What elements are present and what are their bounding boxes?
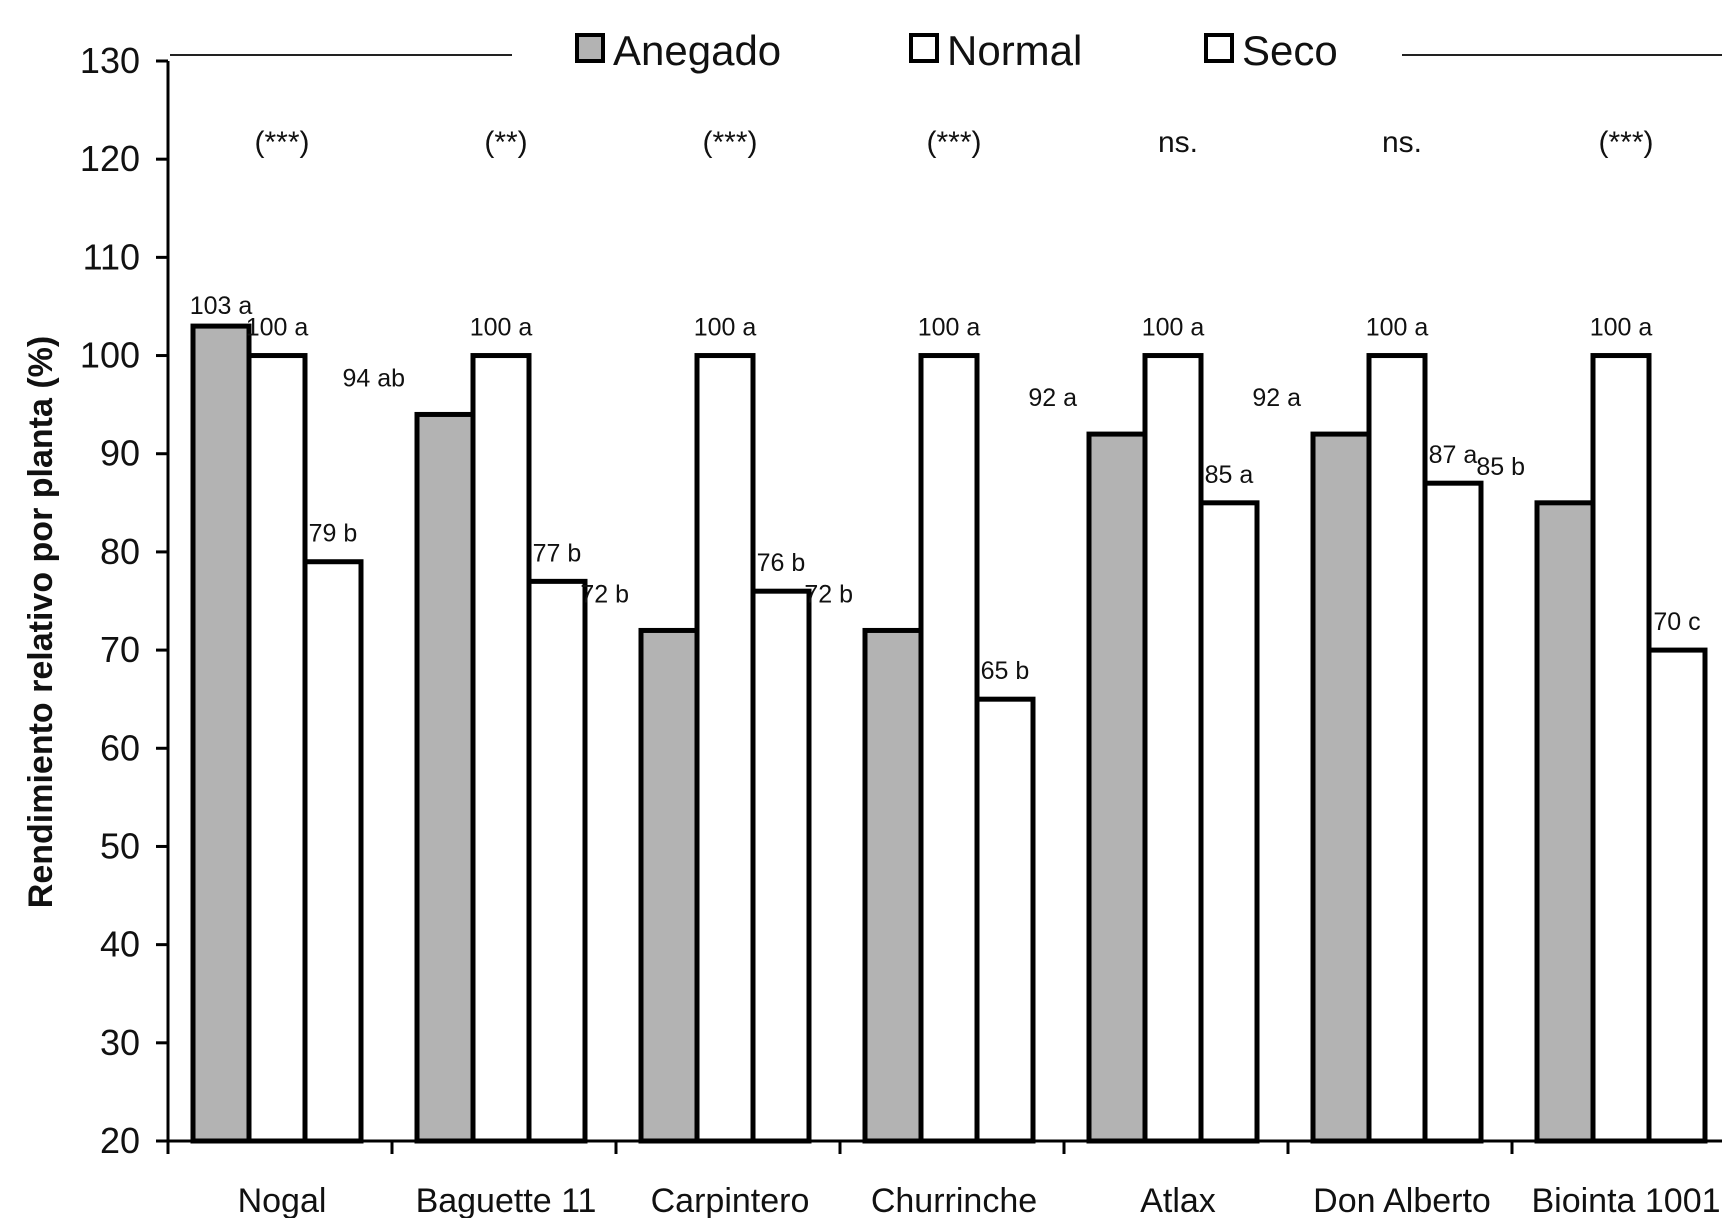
labels: 20 30 40 50 60 70 80 90 100 110 120 130 Nogal Baguett… bbox=[80, 40, 1721, 1218]
axes bbox=[156, 59, 1722, 1154]
bar-normal bbox=[1366, 353, 1428, 1144]
category-label: Biointa 1001 bbox=[1531, 1182, 1720, 1218]
legend-swatch-normal bbox=[909, 33, 939, 63]
category-label: Baguette 11 bbox=[416, 1182, 597, 1218]
bar-anegado bbox=[190, 323, 252, 1144]
category-label: Don Alberto bbox=[1313, 1182, 1491, 1218]
y-tick-label: 70 bbox=[100, 629, 140, 670]
bar-normal bbox=[1142, 353, 1204, 1144]
significance-label: (***) bbox=[702, 126, 757, 159]
data-label-normal: 100 a bbox=[470, 314, 533, 342]
bar-anegado bbox=[862, 627, 924, 1144]
bar-normal bbox=[470, 353, 532, 1144]
bar-seco bbox=[750, 588, 812, 1144]
bar-seco bbox=[1646, 647, 1708, 1144]
bar-anegado bbox=[1086, 431, 1148, 1144]
y-tick-label: 130 bbox=[80, 40, 140, 81]
legend-label-normal: Normal bbox=[947, 27, 1082, 74]
bar-anegado bbox=[1310, 431, 1372, 1144]
y-tick-label: 50 bbox=[100, 825, 140, 866]
data-label-anegado: 103 a bbox=[190, 292, 253, 320]
data-label-normal: 100 a bbox=[918, 314, 981, 342]
data-label-normal: 100 a bbox=[246, 314, 309, 342]
data-label-anegado: 92 a bbox=[1252, 384, 1301, 412]
bar-anegado bbox=[1534, 500, 1596, 1144]
significance-label: (***) bbox=[926, 126, 981, 159]
data-label-seco: 76 b bbox=[757, 549, 806, 577]
y-tick-label: 120 bbox=[80, 138, 140, 179]
y-tick-label: 40 bbox=[100, 924, 140, 965]
significance-label: (***) bbox=[1598, 126, 1653, 159]
y-tick-label: 80 bbox=[100, 531, 140, 572]
significance-label: ns. bbox=[1382, 126, 1422, 159]
y-tick-label: 20 bbox=[100, 1120, 140, 1161]
significance-label: (**) bbox=[484, 126, 527, 159]
data-label-seco: 87 a bbox=[1429, 441, 1478, 469]
bar-anegado bbox=[638, 627, 700, 1144]
data-label-anegado: 72 b bbox=[580, 580, 629, 608]
data-label-normal: 100 a bbox=[1366, 314, 1429, 342]
y-tick-label: 90 bbox=[100, 433, 140, 474]
data-label-seco: 85 a bbox=[1205, 461, 1254, 489]
y-tick-label: 60 bbox=[100, 727, 140, 768]
bar-seco bbox=[302, 559, 364, 1144]
bars bbox=[190, 323, 1708, 1144]
bar-anegado bbox=[414, 411, 476, 1144]
data-label-normal: 100 a bbox=[1142, 314, 1205, 342]
significance-label: (***) bbox=[254, 126, 309, 159]
y-axis-label: Rendimiento relativo por planta (%) bbox=[22, 336, 60, 908]
data-label-seco: 70 c bbox=[1653, 608, 1700, 636]
legend-swatch-seco bbox=[1204, 33, 1234, 63]
legend-label-seco: Seco bbox=[1242, 27, 1338, 74]
data-label-anegado: 72 b bbox=[804, 580, 853, 608]
data-label-normal: 100 a bbox=[1590, 314, 1653, 342]
bar-seco bbox=[1198, 500, 1260, 1144]
bar-normal bbox=[246, 353, 308, 1144]
legend-swatch-anegado bbox=[575, 33, 605, 63]
data-label-seco: 79 b bbox=[309, 520, 358, 548]
data-label-normal: 100 a bbox=[694, 314, 757, 342]
legend: Anegado Normal Seco bbox=[170, 27, 1722, 74]
category-label: Nogal bbox=[238, 1182, 327, 1218]
data-label-anegado: 85 b bbox=[1476, 453, 1525, 481]
bar-seco bbox=[526, 578, 588, 1144]
y-tick-label: 100 bbox=[80, 335, 140, 376]
bar-seco bbox=[974, 696, 1036, 1144]
bar-seco bbox=[1422, 480, 1484, 1144]
significance-label: ns. bbox=[1158, 126, 1198, 159]
data-label-anegado: 92 a bbox=[1028, 384, 1077, 412]
bar-normal bbox=[918, 353, 980, 1144]
bar-normal bbox=[694, 353, 756, 1144]
category-label: Carpintero bbox=[651, 1182, 810, 1218]
data-label-anegado: 94 ab bbox=[342, 364, 405, 392]
bar-normal bbox=[1590, 353, 1652, 1144]
data-label-seco: 65 b bbox=[981, 657, 1030, 685]
category-label: Atlax bbox=[1140, 1182, 1216, 1218]
legend-label-anegado: Anegado bbox=[613, 27, 781, 74]
category-label: Churrinche bbox=[871, 1182, 1037, 1218]
y-tick-label: 110 bbox=[83, 236, 140, 277]
data-label-seco: 77 b bbox=[533, 539, 582, 567]
y-tick-label: 30 bbox=[100, 1022, 140, 1063]
